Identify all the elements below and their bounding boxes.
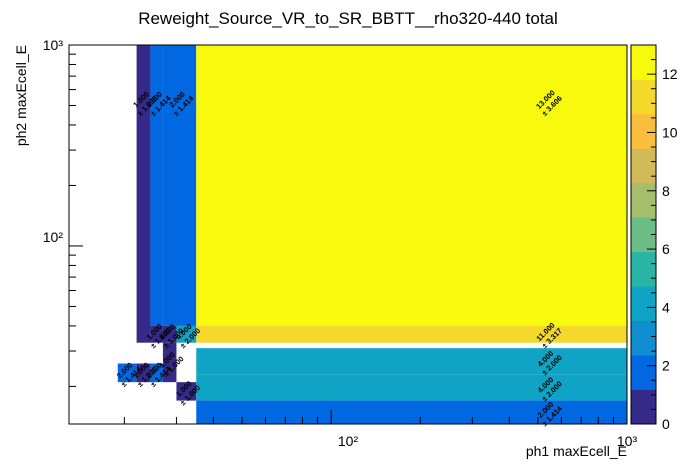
colorbar-tick-label: 12 [662, 66, 678, 82]
heatmap-cell [162, 45, 197, 326]
x-tick-label-1000: 10³ [617, 433, 638, 449]
heatmap-cell [196, 325, 627, 343]
plot-frame [68, 44, 628, 425]
colorbar-tick-label: 0 [662, 416, 670, 432]
colorbar: 0 2 4 6 8 10 12 [630, 44, 678, 432]
chart-title: Reweight_Source_VR_to_SR_BBTT__rho320-44… [138, 9, 558, 28]
y-tick-label-100: 10² [43, 229, 64, 245]
colorbar-segment [631, 355, 656, 390]
heatmap-cell [162, 325, 177, 343]
heatmap-cell [150, 363, 163, 383]
colorbar-tick-label: 10 [662, 124, 678, 140]
colorbar-segment [631, 79, 656, 115]
colorbar-segment [631, 286, 656, 322]
heatmap-cell [176, 325, 197, 343]
heatmap-cell [162, 342, 177, 383]
y-axis-label: ph2 maxEcell_E [13, 45, 29, 146]
heatmap-cell [176, 382, 197, 401]
colorbar-segment [631, 182, 656, 218]
colorbar-tick-label: 4 [662, 299, 670, 315]
colorbar-tick-label: 8 [662, 183, 670, 199]
heatmap-cell [150, 45, 163, 326]
x-tick-label-100: 10² [338, 433, 359, 449]
heatmap-cell [136, 363, 151, 383]
colorbar-tick-label: 2 [662, 358, 670, 374]
colorbar-segment [631, 113, 656, 149]
heatmap-cell [117, 363, 137, 383]
heatmap-cell [196, 374, 627, 401]
x-axis-label: ph1 maxEcell_E [526, 443, 627, 459]
heatmap-cells [117, 45, 627, 424]
y-tick-label-1000: 10³ [43, 37, 64, 53]
axes [69, 44, 628, 424]
heatmap-cell [196, 45, 627, 326]
colorbar-segment [631, 389, 656, 425]
heatmap-cell [150, 325, 163, 343]
heatmap-cell [196, 400, 627, 424]
colorbar-tick-label: 6 [662, 241, 670, 257]
colorbar-segment [631, 148, 656, 184]
heatmap-cell [136, 45, 151, 343]
heatmap-cell [196, 348, 627, 375]
colorbar-segment [631, 251, 656, 287]
colorbar-segment [631, 320, 656, 356]
